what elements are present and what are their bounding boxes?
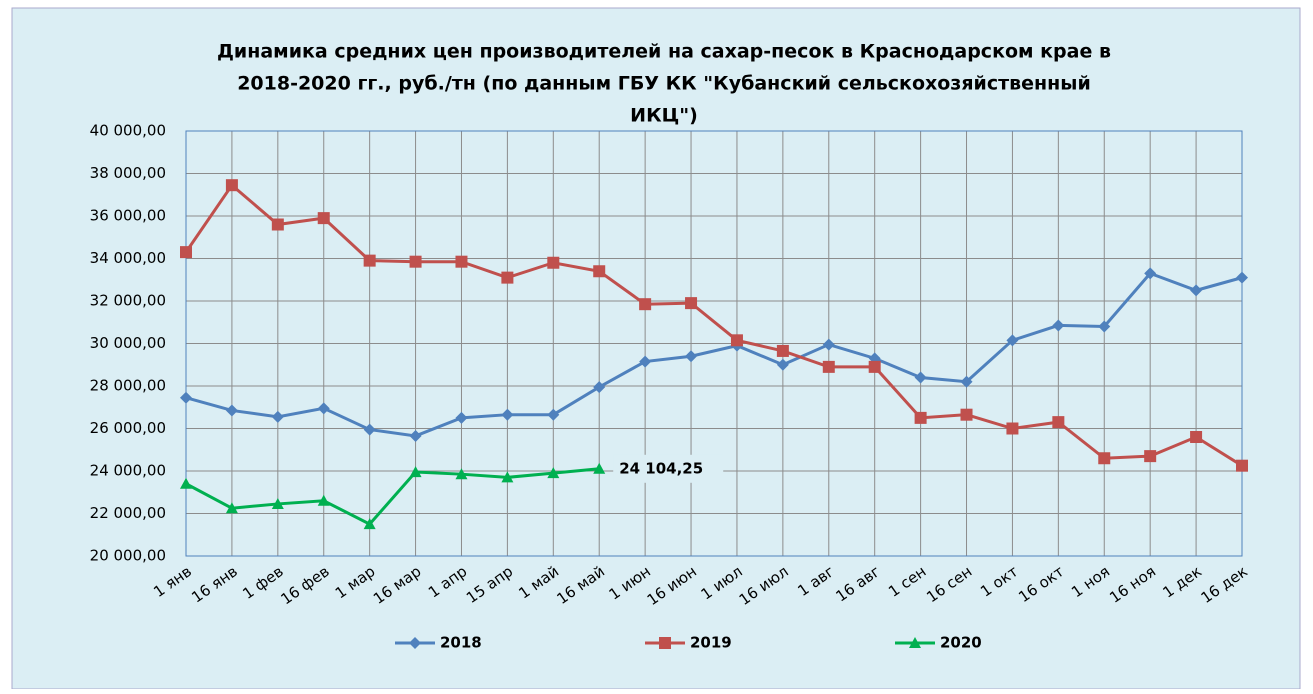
marker xyxy=(915,412,927,424)
marker xyxy=(1144,450,1156,462)
legend-label: 2018 xyxy=(440,634,482,652)
marker xyxy=(659,637,671,649)
marker xyxy=(685,297,697,309)
marker xyxy=(410,256,422,268)
chart-title: Динамика средних цен производителей на с… xyxy=(217,41,1111,63)
y-tick-label: 20 000,00 xyxy=(90,547,166,565)
marker xyxy=(823,361,835,373)
marker xyxy=(272,219,284,231)
marker xyxy=(180,246,192,258)
legend-label: 2020 xyxy=(940,634,982,652)
marker xyxy=(869,361,881,373)
y-tick-label: 38 000,00 xyxy=(90,164,166,182)
marker xyxy=(593,265,605,277)
chart: Динамика средних цен производителей на с… xyxy=(0,0,1313,689)
chart-title: ИКЦ") xyxy=(630,105,698,127)
marker xyxy=(1052,416,1064,428)
marker xyxy=(547,257,559,269)
y-tick-label: 30 000,00 xyxy=(90,334,166,352)
marker xyxy=(318,212,330,224)
marker xyxy=(1006,423,1018,435)
marker xyxy=(1236,460,1248,472)
data-label: 24 104,25 xyxy=(619,459,703,477)
marker xyxy=(226,179,238,191)
marker xyxy=(364,255,376,267)
marker xyxy=(455,256,467,268)
y-tick-label: 40 000,00 xyxy=(90,122,166,140)
y-tick-label: 24 000,00 xyxy=(90,462,166,480)
y-tick-label: 36 000,00 xyxy=(90,207,166,225)
chart-title: 2018-2020 гг., руб./тн (по данным ГБУ КК… xyxy=(237,73,1091,95)
marker xyxy=(1190,431,1202,443)
marker xyxy=(731,334,743,346)
marker xyxy=(639,298,651,310)
marker xyxy=(777,345,789,357)
y-tick-label: 32 000,00 xyxy=(90,292,166,310)
y-tick-label: 34 000,00 xyxy=(90,249,166,267)
y-tick-label: 28 000,00 xyxy=(90,377,166,395)
marker xyxy=(961,409,973,421)
y-tick-label: 26 000,00 xyxy=(90,419,166,437)
y-tick-label: 22 000,00 xyxy=(90,504,166,522)
marker xyxy=(1098,452,1110,464)
legend-label: 2019 xyxy=(690,634,732,652)
marker xyxy=(501,272,513,284)
